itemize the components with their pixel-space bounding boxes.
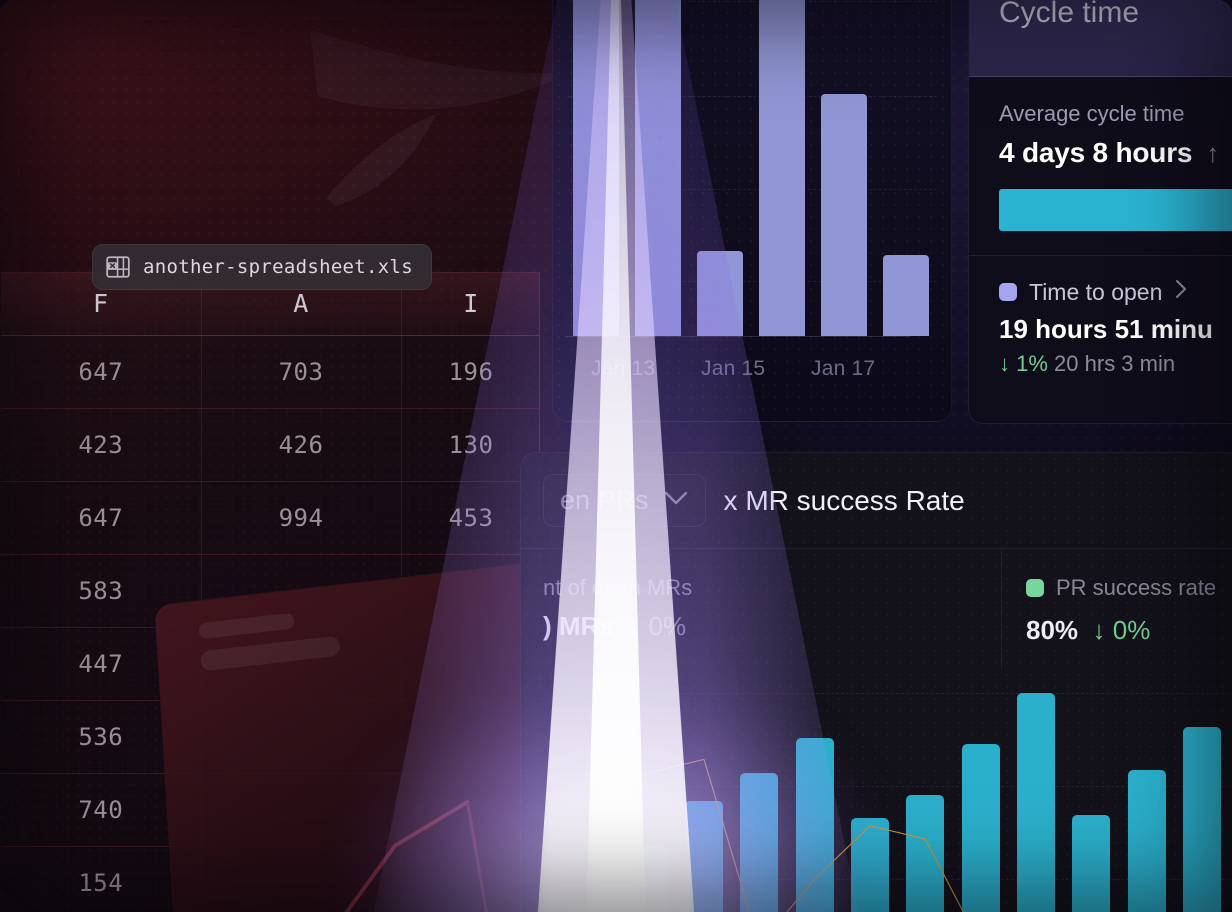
dropdown-label: en PRs bbox=[560, 485, 649, 515]
bar-column bbox=[1119, 693, 1174, 912]
table-cell: 647 bbox=[1, 335, 202, 409]
table-cell: 423 bbox=[1, 408, 202, 482]
file-name-chip[interactable]: another-spreadsheet.xls bbox=[92, 244, 432, 290]
open-mrs-stat: nt of open MRs ) MRs ↓ 0% bbox=[521, 549, 1001, 669]
table-row: 423 426 130 bbox=[1, 408, 539, 482]
file-name-label: another-spreadsheet.xls bbox=[143, 256, 413, 278]
arrow-down-icon: ↓ bbox=[1085, 615, 1106, 645]
bar-column bbox=[813, 0, 875, 336]
average-cycle-time-value: 4 days 8 hours bbox=[999, 137, 1193, 168]
bar bbox=[821, 93, 867, 336]
table-cell: 196 bbox=[401, 335, 539, 409]
card-title: x MR success Rate bbox=[723, 484, 965, 516]
table-cell: 426 bbox=[201, 408, 402, 482]
stat-value-row: ) MRs ↓ 0% bbox=[543, 611, 979, 642]
bar-column bbox=[627, 0, 689, 336]
x-axis-line bbox=[565, 336, 911, 337]
table-cell: 154 bbox=[1, 846, 202, 912]
bar bbox=[883, 255, 929, 336]
bar bbox=[697, 250, 743, 336]
chevron-right-icon[interactable] bbox=[1174, 278, 1189, 306]
bar-column bbox=[875, 0, 937, 336]
table-cell: 994 bbox=[201, 481, 402, 555]
bar-column bbox=[689, 0, 751, 336]
average-cycle-time-value-row: 4 days 8 hours ↑ bbox=[999, 137, 1232, 169]
time-to-open-legend[interactable]: Time to open bbox=[999, 278, 1232, 306]
bar-chart-card: Jan 13 Jan 15 Jan 17 bbox=[552, 0, 952, 422]
card-header: en PRs x MR success Rate bbox=[521, 453, 1232, 549]
stat-value: 80% bbox=[1026, 615, 1079, 645]
x-tick-label: Jan 15 bbox=[701, 357, 766, 380]
bar-chart-plot bbox=[565, 0, 937, 336]
stat-value: ) MRs bbox=[543, 611, 614, 641]
bar bbox=[1127, 769, 1166, 912]
card-stats-row: nt of open MRs ) MRs ↓ 0% PR success rat… bbox=[521, 549, 1232, 669]
average-cycle-time-label: Average cycle time bbox=[999, 101, 1185, 126]
stat-caption: nt of open MRs bbox=[543, 575, 693, 600]
bar-column bbox=[565, 0, 627, 336]
x-axis-labels: Jan 13 Jan 15 Jan 17 bbox=[565, 357, 937, 383]
stat-delta: 0% bbox=[1112, 615, 1151, 645]
arrow-down-icon: ↓ bbox=[999, 351, 1010, 376]
page-title: Cycle time bbox=[999, 0, 1140, 29]
bar-column bbox=[751, 0, 813, 336]
mr-success-rate-line bbox=[621, 693, 1232, 912]
chevron-down-icon bbox=[663, 490, 689, 511]
mr-success-rate-card: en PRs x MR success Rate nt of open MRs … bbox=[520, 452, 1232, 912]
cycle-time-header: Cycle time bbox=[969, 0, 1232, 77]
table-cell: 703 bbox=[201, 335, 402, 409]
time-to-open-label: Time to open bbox=[1029, 278, 1163, 305]
teal-bar-chart-plot bbox=[521, 671, 1232, 912]
legend-swatch-icon bbox=[999, 283, 1017, 301]
table-row: 647 994 453 bbox=[1, 481, 539, 555]
cycle-time-card: Cycle time Average cycle time 4 days 8 h… bbox=[968, 0, 1232, 424]
stat-caption: PR success rate bbox=[1056, 575, 1217, 600]
stat-value-row: 80% ↓ 0% bbox=[1026, 615, 1232, 646]
cycle-time-progress-bar bbox=[999, 189, 1232, 231]
arrow-down-icon: ↓ bbox=[621, 611, 642, 641]
bar bbox=[1072, 815, 1111, 912]
placeholder-bar bbox=[200, 635, 341, 672]
bar-column bbox=[1174, 693, 1229, 912]
legend-swatch-icon bbox=[1026, 579, 1044, 597]
legend-row: PR success rate bbox=[1026, 575, 1232, 601]
bar-column bbox=[1064, 693, 1119, 912]
placeholder-bar bbox=[198, 612, 295, 640]
time-to-open-value: 19 hours 51 minu bbox=[999, 314, 1213, 344]
pr-success-rate-stat: PR success rate 80% ↓ 0% bbox=[1001, 549, 1232, 669]
bar bbox=[1016, 693, 1055, 912]
time-to-open-previous: 20 hrs 3 min bbox=[1054, 351, 1176, 376]
table-cell: 647 bbox=[1, 481, 202, 555]
time-to-open-section: Time to open 19 hours 51 minu ↓ 1% 20 hr… bbox=[969, 256, 1232, 377]
bar-column bbox=[1008, 693, 1063, 912]
bar bbox=[1182, 727, 1221, 912]
bar bbox=[635, 0, 681, 336]
x-tick-label: Jan 17 bbox=[811, 357, 876, 380]
bar bbox=[759, 0, 805, 336]
table-cell: 583 bbox=[1, 554, 202, 628]
time-to-open-delta-row: ↓ 1% 20 hrs 3 min bbox=[999, 351, 1232, 377]
xls-file-icon bbox=[106, 256, 130, 278]
open-prs-dropdown[interactable]: en PRs bbox=[543, 474, 706, 527]
table-row: 647 703 196 bbox=[1, 335, 539, 409]
arrow-up-icon: ↑ bbox=[1206, 138, 1220, 168]
time-to-open-delta: 1% bbox=[1016, 351, 1048, 376]
x-tick-label: Jan 13 bbox=[591, 357, 656, 380]
stat-delta: 0% bbox=[648, 611, 687, 641]
average-cycle-time-section: Average cycle time 4 days 8 hours ↑ bbox=[969, 77, 1232, 256]
bar bbox=[573, 0, 619, 336]
